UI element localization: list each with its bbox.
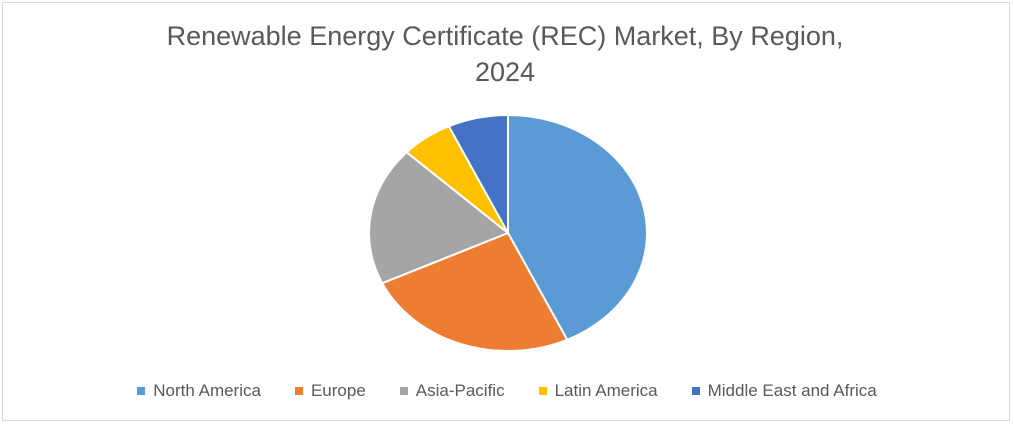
- chart-title-line-2: 2024: [474, 57, 536, 87]
- legend-label-north-america: North America: [153, 381, 261, 400]
- pie-slice-europe: [381, 232, 569, 352]
- pie-slice-asia-pacific: [368, 151, 509, 285]
- pie-slice-middle-east-and-africa: [447, 114, 509, 234]
- pie-slice-north-america: [507, 114, 648, 341]
- chart-title: Renewable Energy Certificate (REC) Marke…: [0, 18, 1010, 90]
- legend-item-latin-america: Latin America: [538, 381, 658, 401]
- chart-legend: North America Europe Asia-Pacific Latin Ame…: [0, 378, 1014, 404]
- legend-label-latin-america: Latin America: [554, 381, 658, 400]
- legend-swatch-middle-east-and-africa: [691, 387, 700, 395]
- legend-label-asia-pacific: Asia-Pacific: [415, 381, 505, 400]
- legend-item-middle-east-and-africa: Middle East and Africa: [691, 381, 877, 401]
- legend-swatch-latin-america: [538, 387, 547, 395]
- legend-label-middle-east-and-africa: Middle East and Africa: [707, 381, 877, 400]
- legend-item-europe: Europe: [294, 381, 366, 401]
- legend-item-north-america: North America: [137, 381, 261, 401]
- legend-item-asia-pacific: Asia-Pacific: [399, 381, 505, 401]
- legend-swatch-europe: [294, 387, 303, 395]
- legend-swatch-north-america: [137, 387, 146, 395]
- chart-title-line-1: Renewable Energy Certificate (REC) Marke…: [166, 21, 844, 51]
- legend-swatch-asia-pacific: [399, 387, 408, 395]
- legend-label-europe: Europe: [310, 381, 366, 400]
